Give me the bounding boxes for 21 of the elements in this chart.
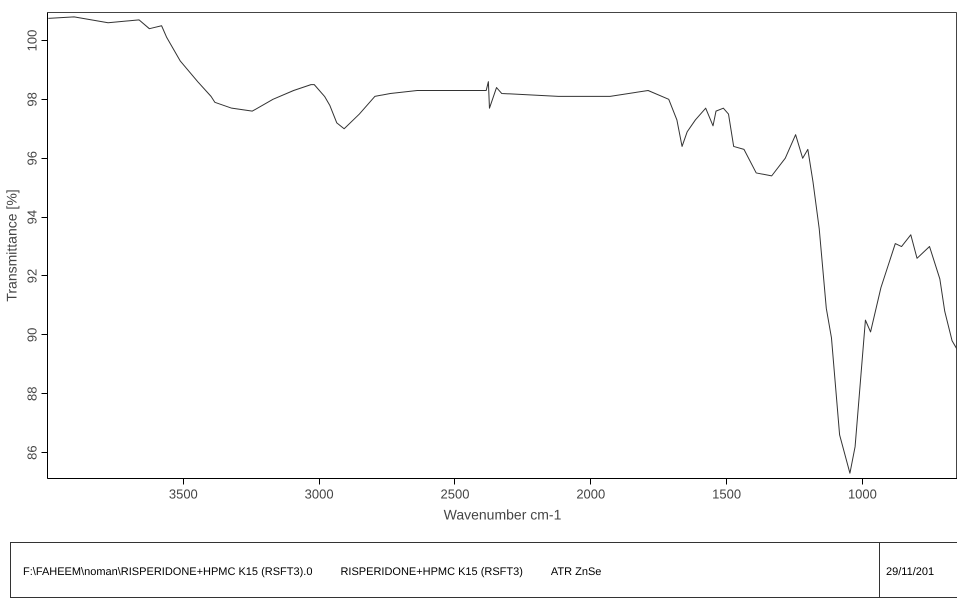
x-tick-label: 3000 bbox=[304, 486, 334, 502]
line-series bbox=[48, 16, 957, 474]
x-tick-label: 3500 bbox=[168, 486, 198, 502]
x-tick-label: 1000 bbox=[848, 486, 877, 502]
y-tick-label: 90 bbox=[24, 328, 40, 342]
y-tick-label: 98 bbox=[24, 92, 40, 107]
y-tick-label: 96 bbox=[24, 150, 40, 166]
text: ATR ZnSe bbox=[550, 566, 602, 578]
text: RISPERIDONE+HPMC K15 (RSFT3) bbox=[340, 566, 523, 578]
y-tick-label: 86 bbox=[24, 445, 40, 460]
text: F:\FAHEEM\noman\RISPERIDONE+HPMC K15 (RSFT3).0 bbox=[23, 566, 312, 578]
y-tick-label: 92 bbox=[24, 268, 40, 284]
x-tick-label: 2500 bbox=[440, 486, 470, 502]
x-axis-title: Wavenumber cm-1 bbox=[444, 506, 562, 522]
x-tick-label: 1500 bbox=[712, 486, 742, 502]
x-tick-label: 2000 bbox=[576, 486, 606, 502]
y-tick-label: 88 bbox=[24, 386, 40, 401]
y-axis-title: Transmittance [%] bbox=[4, 189, 20, 302]
y-tick-label: 100 bbox=[24, 30, 40, 52]
text: 29/11/201 bbox=[879, 543, 957, 597]
y-tick-label: 94 bbox=[24, 210, 40, 224]
